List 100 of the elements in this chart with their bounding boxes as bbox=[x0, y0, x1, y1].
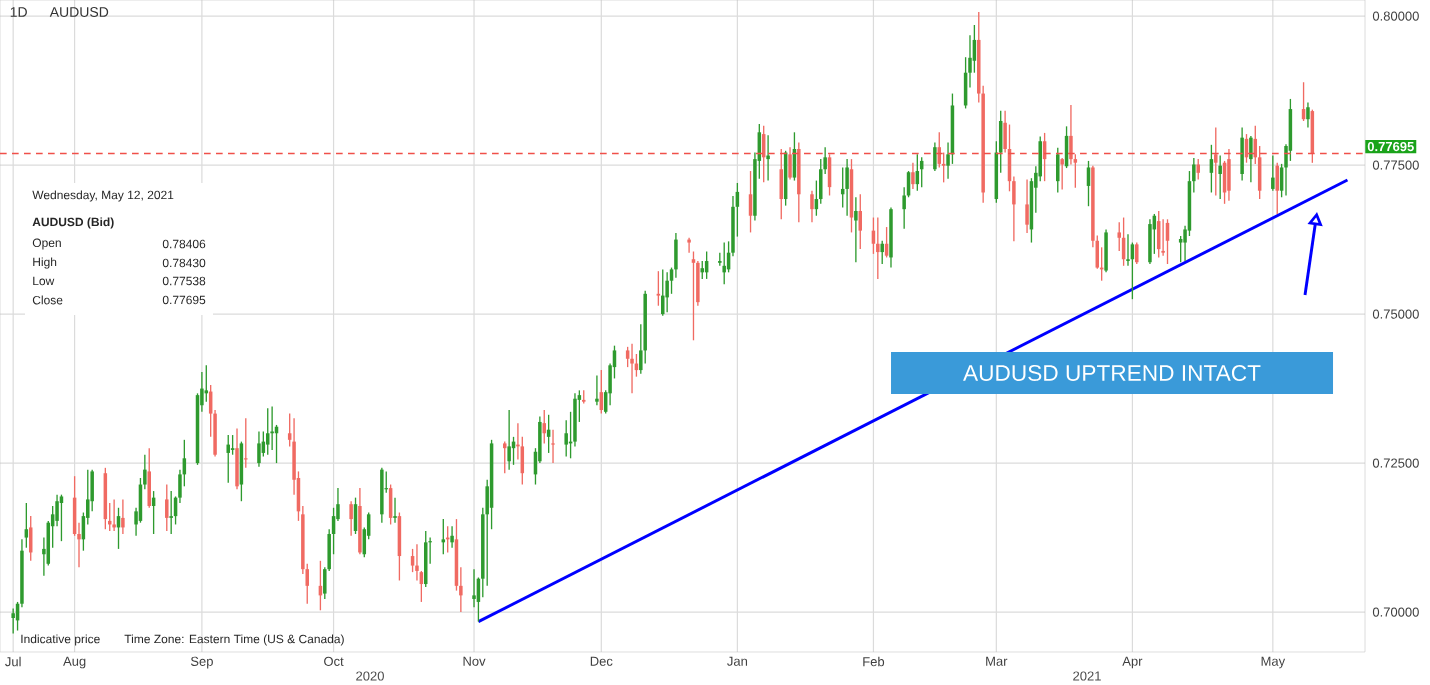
candlestick bbox=[472, 568, 476, 608]
candlestick bbox=[265, 407, 270, 456]
candlestick bbox=[639, 323, 643, 375]
candlestick bbox=[507, 409, 511, 471]
x-tick-label: Nov bbox=[463, 656, 486, 666]
y-tick-label: 0.77500 bbox=[1372, 160, 1419, 170]
candlestick bbox=[1218, 154, 1222, 200]
candlestick bbox=[722, 241, 726, 285]
candlestick bbox=[1249, 135, 1253, 184]
text: 2020 bbox=[356, 671, 384, 681]
text: 2021 bbox=[1073, 671, 1101, 681]
annotation: Close bbox=[32, 295, 63, 305]
candlestick bbox=[428, 536, 432, 565]
candlestick bbox=[1196, 158, 1200, 181]
candlestick bbox=[165, 483, 169, 532]
candlestick bbox=[1306, 101, 1310, 129]
annotation: Indicative price bbox=[21, 634, 100, 646]
candlestick bbox=[77, 522, 81, 569]
x-tick-label: Jan bbox=[727, 656, 748, 666]
chart-subtitle: 1D bbox=[10, 7, 27, 17]
x-tick-label: Dec bbox=[590, 656, 613, 666]
annotation: 0.78406 bbox=[162, 239, 206, 249]
x-tick-label: Aug bbox=[63, 656, 86, 669]
candlestick bbox=[55, 493, 59, 527]
candlestick bbox=[630, 343, 634, 395]
annotation: High bbox=[33, 257, 57, 269]
annotation: Wednesday, May 12, 2021 bbox=[32, 190, 174, 202]
candlestick bbox=[410, 548, 415, 573]
candlestick bbox=[687, 237, 691, 254]
candlestick bbox=[1069, 104, 1073, 166]
candlestick bbox=[257, 430, 261, 468]
candlestick bbox=[11, 607, 15, 635]
candlestick bbox=[1135, 241, 1139, 265]
x-tick-label: Apr bbox=[1122, 656, 1143, 669]
candlestick bbox=[880, 240, 884, 265]
x-tick-label: Feb bbox=[863, 656, 885, 667]
y-tick-label: 0.70000 bbox=[1372, 607, 1419, 617]
candlestick bbox=[178, 468, 182, 504]
candlestick bbox=[59, 493, 64, 542]
candlestick bbox=[810, 190, 814, 223]
candlestick bbox=[788, 146, 792, 181]
x-tick-label: Mar bbox=[986, 656, 1008, 666]
annotation: AUDUSD UPTREND INTACT bbox=[963, 364, 1261, 382]
candlestick bbox=[1073, 153, 1078, 189]
candlestick bbox=[564, 419, 568, 458]
candlestick bbox=[1025, 178, 1029, 234]
candlestick bbox=[287, 412, 292, 448]
candlestick bbox=[656, 270, 661, 307]
candlestick bbox=[911, 162, 915, 190]
candlestick bbox=[691, 250, 696, 341]
candlestick bbox=[1214, 126, 1218, 197]
candlestick bbox=[968, 34, 972, 89]
candlestick bbox=[230, 434, 235, 456]
x-tick-label: Oct bbox=[324, 656, 344, 666]
y-tick-label: 0.72500 bbox=[1372, 458, 1419, 468]
candlestick bbox=[1126, 233, 1130, 267]
y-tick-label: 0.80000 bbox=[1372, 11, 1419, 21]
candlestick bbox=[876, 216, 880, 280]
candlestick bbox=[1117, 221, 1121, 252]
annotation: Open bbox=[32, 238, 61, 250]
candlestick bbox=[169, 490, 173, 535]
candlestick bbox=[204, 364, 209, 403]
annotation: 0.77695 bbox=[162, 295, 206, 305]
candlestick bbox=[459, 566, 463, 613]
chart-title: AUDUSD bbox=[49, 7, 109, 17]
candlestick bbox=[24, 502, 29, 549]
candlestick bbox=[450, 525, 454, 549]
candlestick bbox=[393, 496, 397, 524]
x-tick-label: Jul bbox=[5, 656, 21, 667]
candlestick bbox=[551, 429, 555, 464]
candlestick bbox=[226, 434, 230, 484]
candlestick bbox=[845, 158, 849, 217]
candlestick bbox=[941, 151, 946, 184]
candlestick bbox=[441, 518, 446, 555]
x-tick-label: May bbox=[1261, 656, 1286, 669]
candlestick bbox=[1271, 154, 1275, 192]
x-tick-label: Sep bbox=[190, 656, 213, 669]
candlestick bbox=[502, 440, 507, 474]
candlestick bbox=[1161, 218, 1165, 257]
candlestick bbox=[143, 454, 147, 490]
candlestick bbox=[415, 543, 419, 582]
annotation: AUDUSD (Bid) bbox=[32, 217, 114, 229]
candlestick bbox=[121, 498, 125, 535]
annotation: 0.78430 bbox=[162, 258, 206, 268]
candlestick bbox=[661, 268, 665, 317]
annotation: 0.77538 bbox=[162, 276, 206, 286]
candlestick bbox=[625, 346, 630, 368]
candlestick bbox=[244, 417, 248, 469]
candlestick bbox=[270, 405, 274, 451]
candlestick bbox=[902, 186, 906, 230]
candlestick bbox=[349, 500, 353, 537]
candlestick bbox=[854, 196, 858, 263]
candlestick bbox=[542, 409, 547, 445]
y-tick-label: 0.75000 bbox=[1372, 309, 1419, 319]
candlestick bbox=[665, 271, 669, 313]
candlestick bbox=[112, 498, 116, 532]
candlestick bbox=[1012, 175, 1016, 243]
candlestick bbox=[1060, 157, 1064, 191]
candlestick bbox=[669, 266, 674, 295]
candlestick bbox=[946, 141, 950, 180]
